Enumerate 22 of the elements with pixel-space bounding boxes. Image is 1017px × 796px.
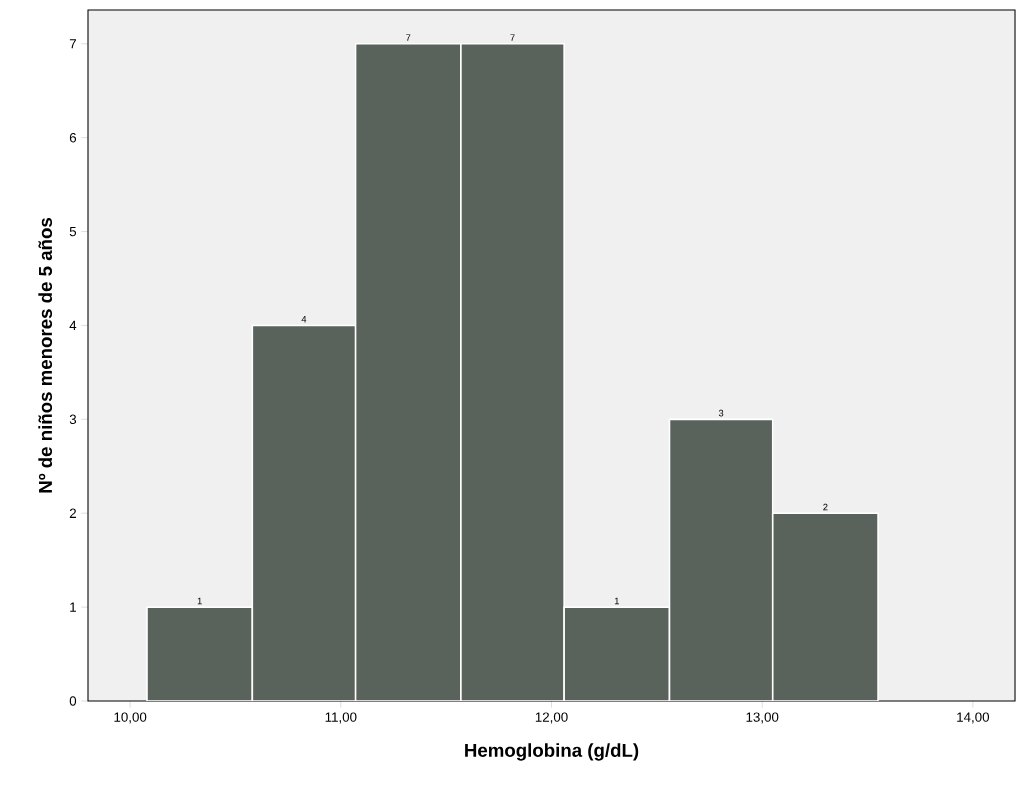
data-label: 7 bbox=[510, 34, 515, 41]
x-tick-label: 13,00 bbox=[746, 712, 779, 724]
x-tick-label: 12,00 bbox=[535, 712, 568, 724]
y-tick-label: 3 bbox=[69, 414, 77, 425]
x-tick-label: 11,00 bbox=[325, 712, 357, 724]
y-axis-title: Nº de niños menores de 5 años bbox=[38, 218, 53, 493]
data-label: 4 bbox=[301, 316, 307, 323]
y-tick-label: 2 bbox=[69, 508, 76, 518]
data-label: 3 bbox=[718, 409, 724, 417]
y-tick-label: 1 bbox=[70, 602, 76, 612]
data-label: 1 bbox=[614, 597, 619, 605]
y-tick-label: 6 bbox=[69, 132, 77, 143]
data-label: 2 bbox=[823, 503, 828, 511]
x-tick-label: 14,00 bbox=[957, 712, 990, 724]
y-tick-label: 4 bbox=[69, 320, 77, 331]
data-label: 7 bbox=[406, 34, 411, 41]
y-tick-label: 7 bbox=[69, 39, 76, 49]
y-tick-label: 0 bbox=[69, 696, 77, 706]
x-axis-title: Hemoglobina (g/dL) bbox=[465, 743, 639, 761]
y-tick-label: 5 bbox=[69, 226, 77, 237]
x-tick-label: 10,00 bbox=[114, 712, 147, 724]
data-label: 1 bbox=[197, 597, 202, 605]
